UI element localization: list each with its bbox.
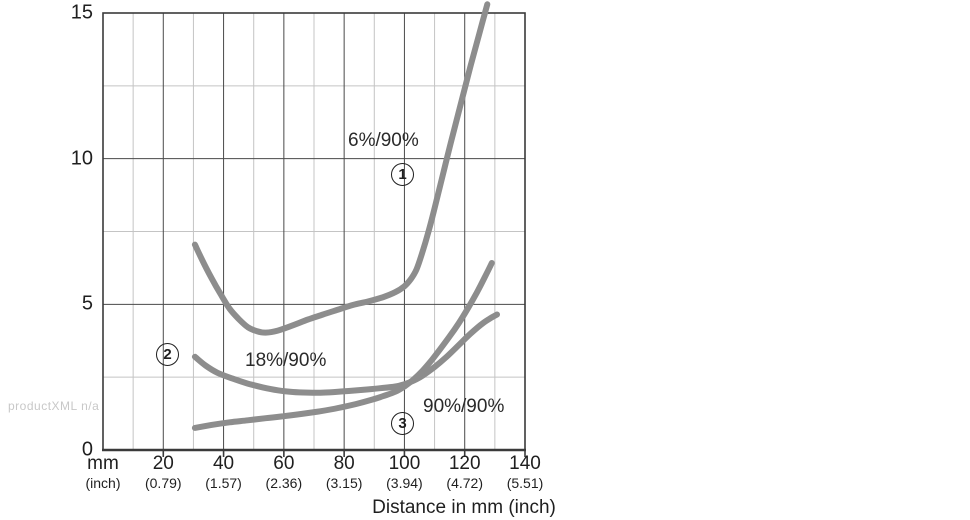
curve3-marker-number: 3 xyxy=(398,415,407,432)
x-tick-mm: 20 xyxy=(152,453,174,474)
plot-border xyxy=(102,12,526,452)
x-tick-label-60: 60 (2.36) xyxy=(252,453,316,491)
curve2-label: 18%/90% xyxy=(245,350,327,371)
x-tick-mm: 80 xyxy=(333,453,355,474)
y-tick-label-5: 5 xyxy=(81,292,93,315)
x-axis-title: Distance in mm (inch) xyxy=(372,497,556,518)
curve1-marker-circle: 1 xyxy=(391,163,414,186)
x-axis-ticks xyxy=(162,450,526,457)
x-tick-mm: 120 xyxy=(448,453,481,474)
y-tick-label-15: 15 xyxy=(70,1,93,24)
minor-gridlines xyxy=(103,13,525,450)
x-tick-mm: 60 xyxy=(273,453,295,474)
x-axis-unit-label: mm (inch) xyxy=(71,453,135,491)
y-tick-label-10: 10 xyxy=(70,147,93,170)
x-tick-label-140: 140 (5.51) xyxy=(493,453,557,491)
curve3-label: 90%/90% xyxy=(423,396,505,417)
watermark-text: productXML n/a xyxy=(8,399,100,413)
x-tick-inch: (1.57) xyxy=(205,475,242,491)
curve-690-line xyxy=(191,1,491,336)
curve-1890-line xyxy=(191,311,500,396)
x-tick-mm: 100 xyxy=(388,453,421,474)
major-gridlines xyxy=(103,13,525,450)
x-unit-mm: mm xyxy=(87,453,119,474)
x-tick-label-100: 100 (3.94) xyxy=(372,453,436,491)
x-tick-label-40: 40 (1.57) xyxy=(192,453,256,491)
y-tick-label-0: 0 xyxy=(81,438,93,461)
curve-9090-line xyxy=(191,260,495,431)
x-tick-inch: (3.94) xyxy=(386,475,423,491)
x-tick-inch: (0.79) xyxy=(144,475,182,491)
data-curves xyxy=(191,1,500,431)
curve1-label: 6%/90% xyxy=(348,130,419,151)
x-tick-inch: (2.36) xyxy=(265,475,303,491)
x-tick-label-120: 120 (4.72) xyxy=(433,453,497,491)
x-tick-label-80: 80 (3.15) xyxy=(312,453,376,491)
curve2-marker-circle: 2 xyxy=(156,343,179,366)
curve1-marker-number: 1 xyxy=(398,166,407,183)
x-tick-label-20: 20 (0.79) xyxy=(131,453,195,491)
curve3-marker-circle: 3 xyxy=(391,412,414,435)
x-tick-inch: (3.15) xyxy=(325,475,363,491)
x-tick-mm: 40 xyxy=(212,453,235,474)
curve2-marker-number: 2 xyxy=(163,346,172,363)
x-tick-inch: (4.72) xyxy=(446,475,483,491)
x-tick-inch: (5.51) xyxy=(506,475,544,491)
x-unit-inch: (inch) xyxy=(85,475,121,491)
x-tick-mm: 140 xyxy=(509,453,541,474)
